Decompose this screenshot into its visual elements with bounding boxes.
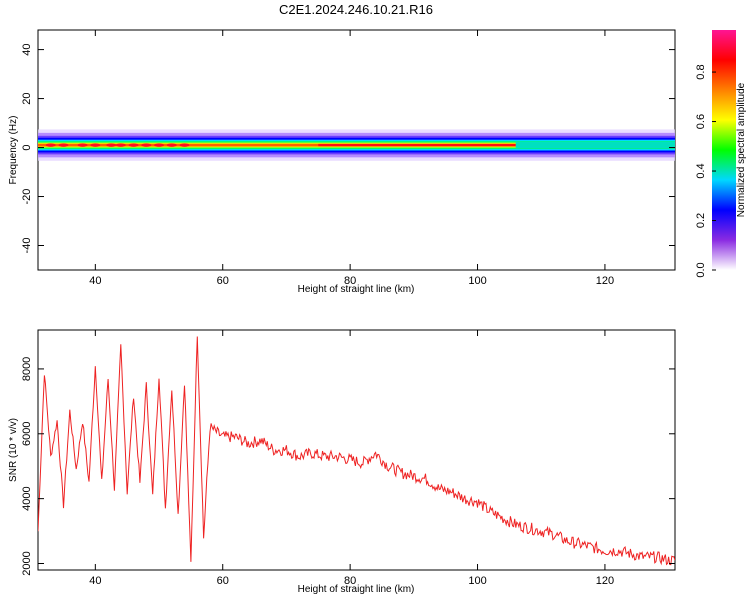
- colorbar-ticks: 0.0 0.2 0.4 0.6 0.8: [695, 64, 716, 278]
- spectrogram-blob: [106, 143, 117, 147]
- y-tick-label: -40: [21, 238, 33, 254]
- snr-x-label: Height of straight line (km): [298, 584, 415, 595]
- x-tick-label: 80: [344, 275, 356, 287]
- spectrogram-blob: [45, 143, 56, 147]
- y-tick-label: 8000: [21, 357, 33, 381]
- snr-x-ticks: 40 60 80 100 120: [89, 330, 614, 587]
- spectrogram-blob: [179, 143, 190, 147]
- x-tick-label: 80: [344, 575, 356, 587]
- y-tick-label: 40: [21, 43, 33, 55]
- snr-panel: 40 60 80 100 120 2000 4000 6000 8000 Height of …: [8, 329, 676, 595]
- colorbar-tick-label: 0.8: [695, 64, 707, 79]
- x-tick-label: 60: [217, 575, 229, 587]
- spectrogram-blob: [90, 143, 101, 147]
- snr-plot-frame: [37, 329, 676, 571]
- snr-y-ticks: 2000 4000 6000 8000: [21, 357, 675, 576]
- spectrogram-x-label: Height of straight line (km): [298, 284, 415, 295]
- y-tick-label: 2000: [21, 551, 33, 575]
- spectrogram-blob: [154, 143, 165, 147]
- x-tick-label: 120: [596, 275, 614, 287]
- spectrogram-tail: [515, 141, 675, 149]
- x-tick-label: 40: [89, 275, 101, 287]
- spectrogram-core: [318, 143, 516, 147]
- spectrogram-blob: [58, 143, 69, 147]
- spectrogram-blob: [77, 143, 88, 147]
- snr-series-line: [38, 336, 675, 566]
- y-tick-label: 6000: [21, 422, 33, 446]
- x-tick-label: 100: [468, 275, 486, 287]
- colorbar: 0.0 0.2 0.4 0.6 0.8 Normalized spectral ampl…: [695, 30, 747, 278]
- colorbar-tick-label: 0.2: [695, 213, 707, 228]
- spectrogram-y-ticks: -40 -20 0 20 40: [21, 43, 675, 253]
- colorbar-gradient: [712, 30, 736, 270]
- x-tick-label: 120: [596, 575, 614, 587]
- x-tick-label: 100: [468, 575, 486, 587]
- spectrogram-x-ticks: 40 60 80 100 120: [89, 30, 614, 287]
- y-tick-label: -20: [21, 189, 33, 205]
- y-tick-label: 0: [21, 144, 33, 150]
- spectrogram-band: [38, 129, 675, 161]
- x-tick-label: 60: [217, 275, 229, 287]
- y-tick-label: 4000: [21, 486, 33, 510]
- colorbar-tick-label: 0.0: [695, 262, 707, 277]
- y-tick-label: 20: [21, 92, 33, 104]
- snr-y-label: SNR (10 * v/v): [8, 418, 19, 482]
- spectrogram-blob: [141, 143, 152, 147]
- spectrogram-blob: [166, 143, 177, 147]
- spectrogram-panel: 40 60 80 100 120 -40 -20 0 20 40 Height of strai…: [8, 29, 676, 295]
- colorbar-tick-label: 0.6: [695, 114, 707, 129]
- spectrogram-y-label: Frequency (Hz): [8, 116, 19, 185]
- colorbar-tick-label: 0.4: [695, 163, 707, 178]
- chart-title: C2E1.2024.246.10.21.R16: [279, 2, 433, 17]
- spectrogram-blob: [115, 143, 126, 147]
- x-tick-label: 40: [89, 575, 101, 587]
- spectrogram-blob: [128, 143, 139, 147]
- colorbar-label: Normalized spectral amplitude: [736, 82, 747, 217]
